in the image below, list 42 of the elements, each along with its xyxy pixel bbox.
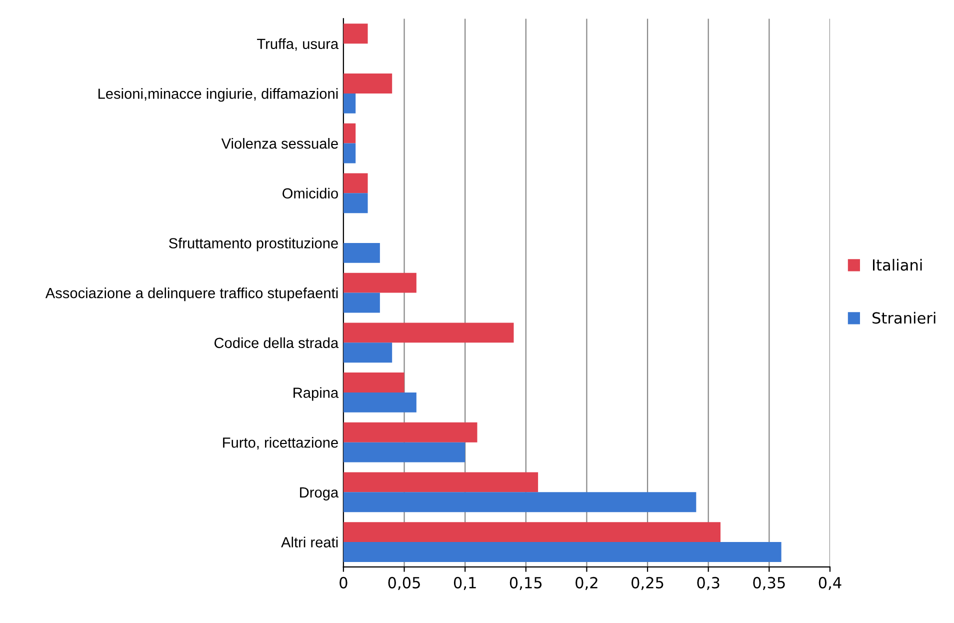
bar (343, 322, 514, 343)
bar (343, 242, 380, 263)
legend-label: Stranieri (872, 312, 936, 324)
x-tick-label: 0,3 (697, 576, 720, 590)
bar (343, 173, 368, 194)
x-tick-label: 0,35 (753, 576, 785, 590)
bar (343, 392, 416, 412)
x-tick-label: 0,05 (388, 576, 420, 590)
bar (343, 372, 404, 392)
bar (343, 542, 782, 562)
bar (343, 472, 538, 492)
x-tick-label: 0,15 (510, 576, 542, 590)
x-tick-label: 0 (340, 576, 348, 588)
bar (343, 193, 368, 214)
bar (343, 123, 356, 144)
y-tick-label: Omicidio (282, 188, 338, 199)
y-tick-label: Associazione a delinquere traffico stupefaenti (45, 288, 338, 302)
bar (343, 292, 380, 313)
bar (343, 24, 368, 44)
y-tick-label: Altri reati (281, 536, 338, 548)
bar (343, 492, 696, 512)
x-tick-label: 0,25 (632, 576, 664, 590)
x-tick-label: 0,2 (576, 576, 598, 590)
y-tick-label: Lesioni,minacce ingiurie, diffamazioni (98, 88, 338, 102)
y-tick-label: Rapina (294, 387, 339, 401)
bar (343, 342, 392, 363)
bar (343, 272, 416, 293)
bar (343, 522, 721, 542)
y-tick-label: Violenza sessuale (221, 138, 338, 149)
y-tick-label: Codice della strada (214, 337, 339, 348)
bar (343, 422, 478, 442)
bar (343, 442, 466, 462)
y-tick-label: Furto, ricettazione (223, 437, 338, 450)
bar (343, 143, 356, 164)
x-tick-label: 0,1 (454, 576, 476, 590)
y-tick-label: Sfruttamento prostituzione (169, 238, 338, 252)
y-tick-label: Droga (300, 487, 339, 500)
y-tick-label: Truffa, usura (257, 38, 339, 51)
bar (343, 74, 392, 94)
bar (343, 93, 356, 114)
x-tick-label: 0,4 (818, 576, 842, 590)
legend-label: Italiani (873, 258, 922, 271)
